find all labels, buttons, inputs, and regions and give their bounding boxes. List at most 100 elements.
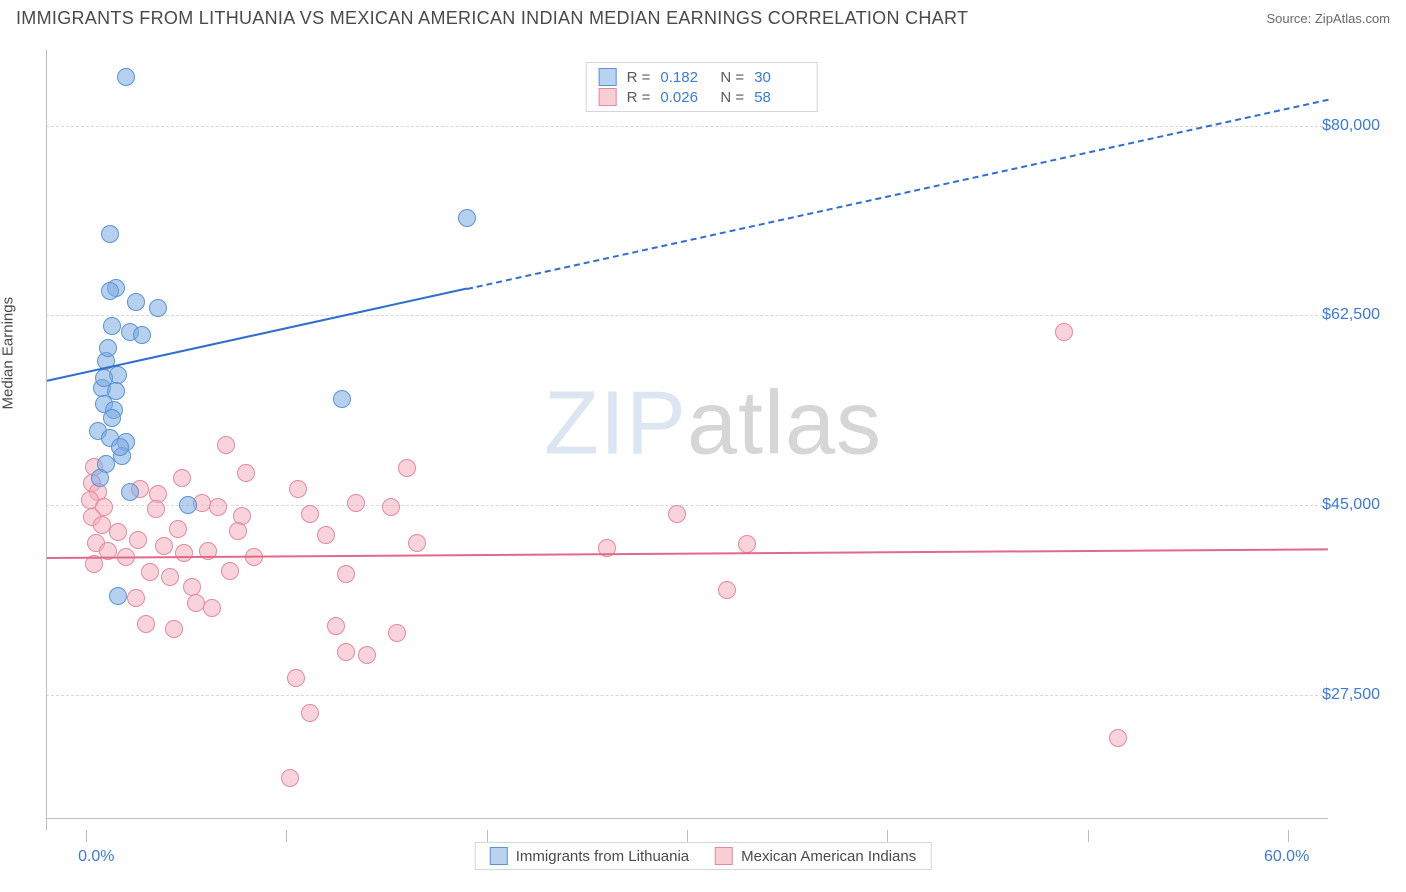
scatter-point-lithuania — [103, 409, 121, 427]
scatter-point-mexican — [209, 498, 227, 516]
scatter-point-lithuania — [179, 496, 197, 514]
scatter-point-lithuania — [111, 438, 129, 456]
scatter-point-lithuania — [149, 299, 167, 317]
scatter-point-lithuania — [99, 339, 117, 357]
legend-item: Mexican American Indians — [715, 847, 916, 865]
scatter-point-lithuania — [117, 68, 135, 86]
scatter-point-lithuania — [95, 369, 113, 387]
x-tick — [687, 830, 688, 842]
scatter-point-mexican — [301, 505, 319, 523]
series-legend: Immigrants from Lithuania Mexican America… — [475, 842, 932, 870]
r-value: 0.182 — [660, 69, 710, 86]
scatter-point-mexican — [155, 537, 173, 555]
gridline — [46, 695, 1328, 696]
scatter-point-mexican — [398, 459, 416, 477]
trendline-lithuania-dashed — [466, 99, 1328, 290]
gridline — [46, 315, 1328, 316]
x-tick — [286, 830, 287, 842]
x-tick — [1088, 830, 1089, 842]
scatter-point-mexican — [718, 581, 736, 599]
scatter-point-mexican — [281, 769, 299, 787]
x-axis-min-label: 0.0% — [78, 848, 114, 866]
y-tick-label: $80,000 — [1322, 117, 1380, 135]
x-tick — [86, 830, 87, 842]
scatter-point-mexican — [147, 500, 165, 518]
scatter-point-lithuania — [333, 390, 351, 408]
scatter-point-mexican — [668, 505, 686, 523]
scatter-point-mexican — [109, 523, 127, 541]
r-label: R = — [627, 89, 651, 106]
scatter-point-mexican — [169, 520, 187, 538]
scatter-point-mexican — [217, 436, 235, 454]
scatter-point-mexican — [317, 526, 335, 544]
scatter-point-mexican — [129, 531, 147, 549]
legend-swatch — [490, 847, 508, 865]
y-axis-label: Median Earnings — [0, 297, 17, 410]
scatter-point-mexican — [301, 704, 319, 722]
correlation-legend: R = 0.182 N = 30 R = 0.026 N = 58 — [586, 62, 818, 112]
scatter-point-mexican — [229, 522, 247, 540]
n-value: 30 — [754, 69, 804, 86]
scatter-point-lithuania — [133, 326, 151, 344]
scatter-point-mexican — [203, 599, 221, 617]
scatter-point-mexican — [137, 615, 155, 633]
chart-title: IMMIGRANTS FROM LITHUANIA VS MEXICAN AME… — [16, 8, 968, 29]
scatter-point-lithuania — [121, 483, 139, 501]
x-tick — [487, 830, 488, 842]
scatter-point-mexican — [1109, 729, 1127, 747]
n-label: N = — [720, 89, 744, 106]
gridline — [46, 505, 1328, 506]
scatter-point-mexican — [161, 568, 179, 586]
scatter-point-lithuania — [101, 282, 119, 300]
chart-plot-area: ZIPatlas R =0.182N =30R =0.026N =58 $27,… — [46, 50, 1380, 830]
y-tick-label: $45,000 — [1322, 496, 1380, 514]
scatter-point-mexican — [337, 565, 355, 583]
r-label: R = — [627, 69, 651, 86]
scatter-point-mexican — [337, 643, 355, 661]
x-tick — [887, 830, 888, 842]
scatter-point-lithuania — [101, 225, 119, 243]
n-label: N = — [720, 69, 744, 86]
r-value: 0.026 — [660, 89, 710, 106]
scatter-point-lithuania — [91, 469, 109, 487]
scatter-point-mexican — [388, 624, 406, 642]
legend-item: Immigrants from Lithuania — [490, 847, 689, 865]
legend-swatch — [599, 68, 617, 86]
scatter-point-mexican — [175, 544, 193, 562]
x-axis-line — [46, 818, 1328, 830]
scatter-point-mexican — [382, 498, 400, 516]
scatter-point-mexican — [141, 563, 159, 581]
scatter-point-mexican — [408, 534, 426, 552]
correlation-row: R = 0.026 N = 58 — [599, 87, 805, 107]
y-tick-label: $27,500 — [1322, 686, 1380, 704]
scatter-point-mexican — [173, 469, 191, 487]
scatter-point-mexican — [287, 669, 305, 687]
y-axis-line — [46, 50, 47, 830]
trendline-mexican-solid — [46, 548, 1328, 559]
n-value: 58 — [754, 89, 804, 106]
chart-source: Source: ZipAtlas.com — [1266, 11, 1390, 26]
scatter-point-mexican — [289, 480, 307, 498]
legend-swatch — [599, 88, 617, 106]
legend-swatch — [715, 847, 733, 865]
legend-label: Mexican American Indians — [741, 848, 916, 865]
scatter-point-lithuania — [458, 209, 476, 227]
scatter-point-mexican — [1055, 323, 1073, 341]
scatter-point-mexican — [358, 646, 376, 664]
correlation-row: R = 0.182 N = 30 — [599, 67, 805, 87]
y-tick-label: $62,500 — [1322, 306, 1380, 324]
scatter-point-mexican — [347, 494, 365, 512]
scatter-point-mexican — [738, 535, 756, 553]
scatter-point-lithuania — [127, 293, 145, 311]
legend-label: Immigrants from Lithuania — [516, 848, 689, 865]
scatter-point-lithuania — [103, 317, 121, 335]
scatter-point-mexican — [327, 617, 345, 635]
x-tick — [1288, 830, 1289, 842]
x-axis-max-label: 60.0% — [1264, 848, 1309, 866]
scatter-point-lithuania — [109, 587, 127, 605]
scatter-point-mexican — [127, 589, 145, 607]
scatter-point-mexican — [165, 620, 183, 638]
gridline — [46, 126, 1328, 127]
scatter-point-mexican — [237, 464, 255, 482]
scatter-point-mexican — [221, 562, 239, 580]
